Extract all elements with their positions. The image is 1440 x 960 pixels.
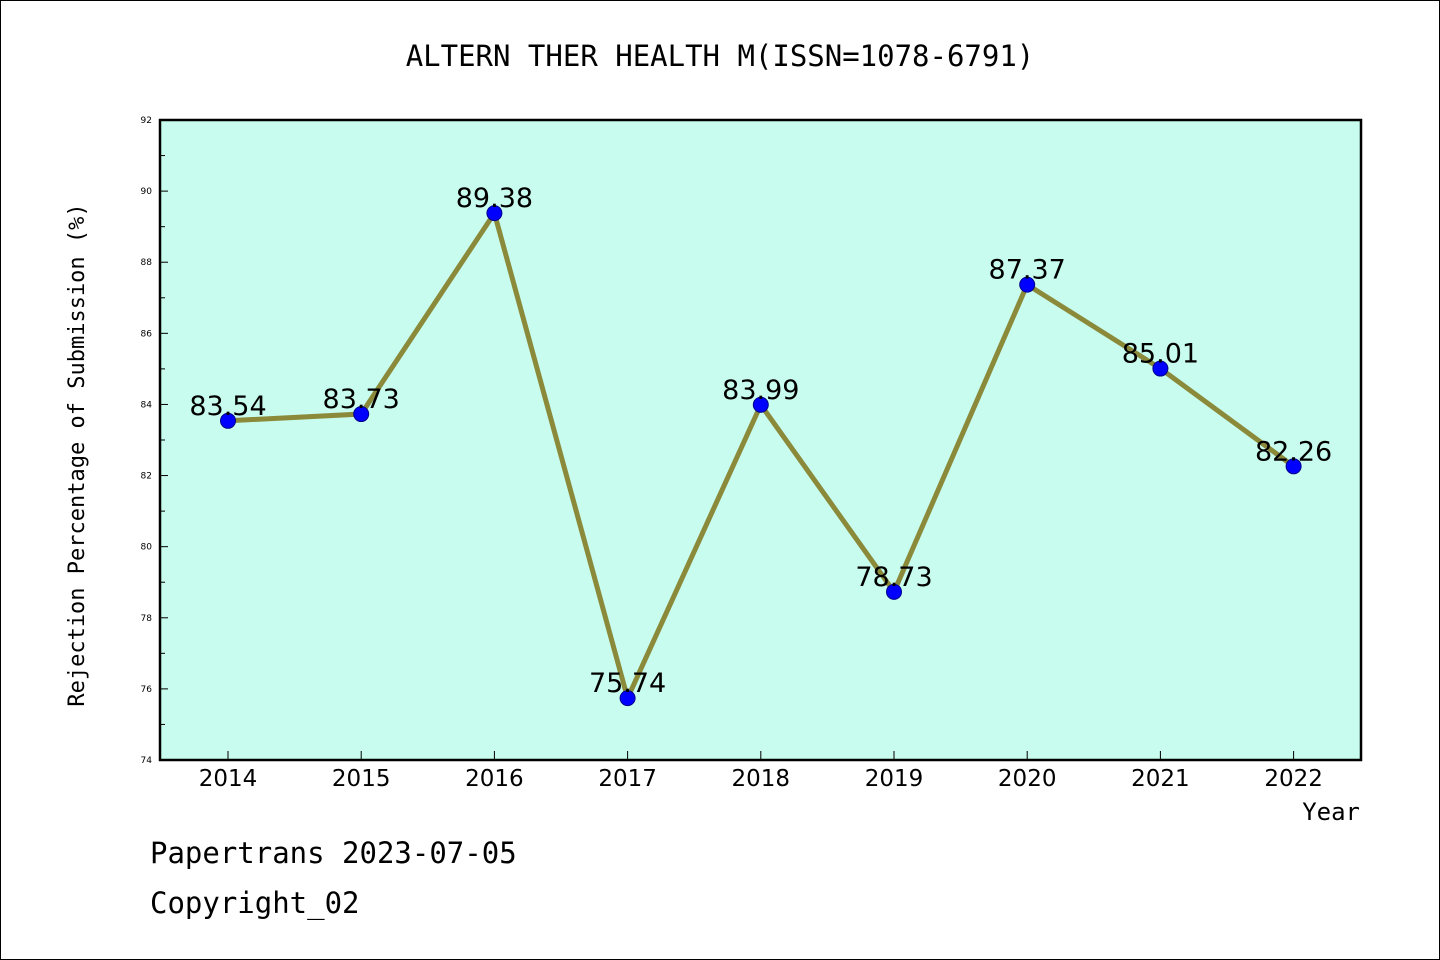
- chart-title: ALTERN THER HEALTH M(ISSN=1078-6791): [406, 39, 1035, 73]
- footer-date: Papertrans 2023-07-05: [150, 836, 517, 870]
- x-tick-label: 2014: [199, 766, 258, 792]
- data-point: [619, 690, 636, 707]
- data-label: 83.54: [189, 391, 266, 422]
- data-point: [353, 406, 370, 423]
- y-tick-label: 90: [141, 187, 153, 197]
- data-point: [220, 412, 236, 429]
- data-point: [1152, 360, 1169, 377]
- x-axis: 2014 2015 2016 2017 2018 2019 2020 2021 2022: [199, 751, 1323, 792]
- y-tick-label: 78: [141, 614, 153, 624]
- data-label: 78.73: [855, 562, 932, 593]
- data-label: 85.01: [1122, 339, 1199, 370]
- data-label: 83.99: [722, 375, 799, 406]
- y-tick-label: 76: [141, 685, 153, 695]
- plot-area: [158, 118, 1363, 762]
- y-tick-label: 82: [141, 472, 152, 482]
- y-tick-label: 86: [141, 329, 153, 339]
- x-tick-label: 2017: [598, 766, 657, 792]
- footer-copyright: Copyright_02: [150, 886, 360, 921]
- data-label: 82.26: [1255, 436, 1332, 467]
- y-tick-label: 92: [141, 116, 152, 126]
- series-layer: 83.54 83.73 89.38 75.74 83.99 78.73 87.37 85.01…: [189, 183, 1332, 707]
- x-tick-label: 2015: [332, 766, 391, 792]
- data-label: 75.74: [589, 668, 666, 699]
- data-label: 83.73: [323, 384, 400, 415]
- y-axis-label: Rejection Percentage of Submission (%): [65, 203, 90, 706]
- x-tick-label: 2019: [865, 766, 924, 792]
- x-tick-label: 2020: [998, 766, 1057, 792]
- x-tick-label: 2018: [732, 766, 791, 792]
- y-axis: 74 76 78 80 82 84 86 88 90 92: [141, 116, 168, 766]
- data-point: [1019, 276, 1036, 293]
- data-point: [752, 396, 769, 413]
- data-point: [886, 583, 902, 600]
- x-tick-label: 2022: [1264, 766, 1323, 792]
- data-label: 89.38: [456, 183, 533, 214]
- data-point: [486, 205, 503, 222]
- x-axis-label: Year: [1302, 798, 1360, 826]
- y-tick-label: 74: [141, 756, 153, 766]
- data-point: [1285, 458, 1302, 475]
- x-tick-label: 2021: [1131, 766, 1190, 792]
- y-tick-label: 84: [141, 400, 153, 410]
- y-tick-label: 88: [141, 258, 153, 268]
- data-label: 87.37: [989, 255, 1066, 286]
- x-tick-label: 2016: [465, 766, 524, 792]
- y-tick-label: 80: [141, 543, 153, 553]
